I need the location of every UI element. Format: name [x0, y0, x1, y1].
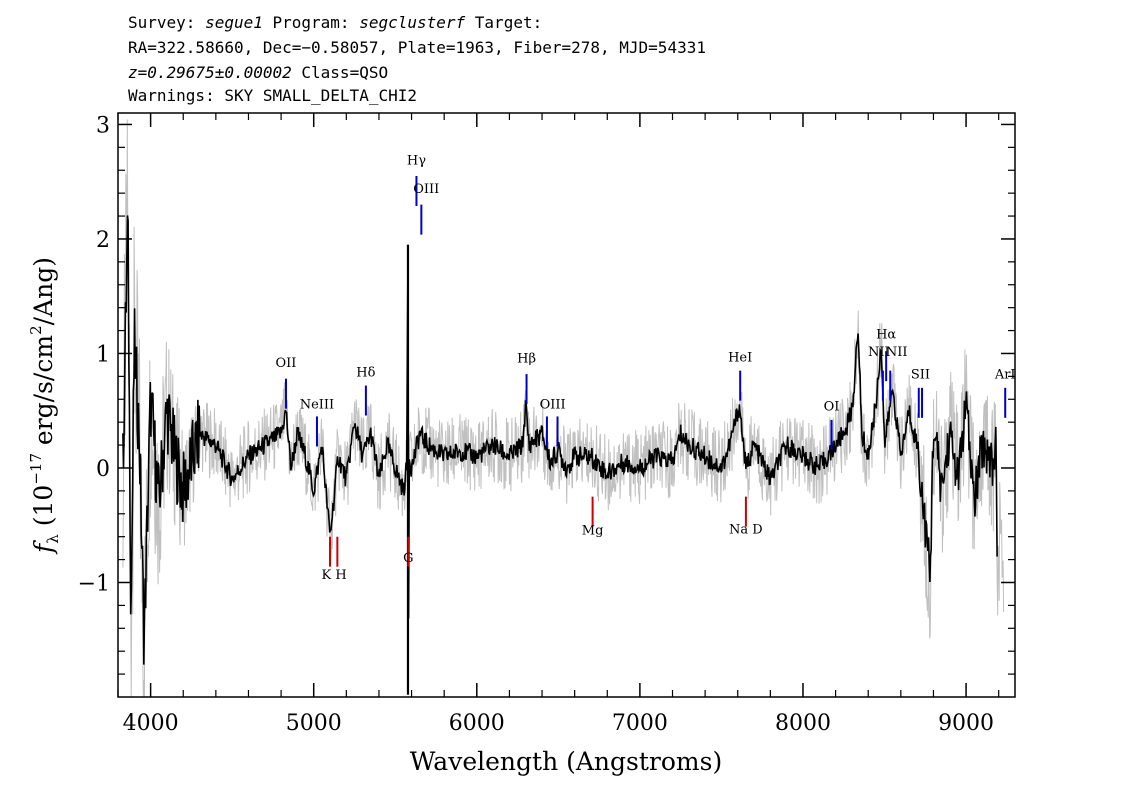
header-line-1: Survey: segue1 Program: segclusterf Targ… — [128, 13, 542, 32]
x-tick-label: 6000 — [449, 711, 505, 736]
line-label-hα: Hα — [876, 328, 896, 343]
line-label-hβ: Hβ — [517, 352, 536, 367]
line-label-g: G — [403, 551, 413, 566]
svg-text:fλ (10−17 erg/s/cm2/Ang): fλ (10−17 erg/s/cm2/Ang) — [27, 257, 62, 555]
line-label-nii-right: NII — [886, 345, 908, 360]
line-label-hγ: Hγ — [407, 154, 426, 169]
x-tick-label: 9000 — [938, 711, 994, 736]
line-label-nad: Na D — [729, 522, 763, 537]
x-tick-label: 8000 — [775, 711, 831, 736]
line-label-hδ: Hδ — [356, 365, 375, 380]
x-axis-label: Wavelength (Angstroms) — [410, 747, 722, 776]
error-band — [122, 119, 1005, 697]
x-tick-label: 4000 — [123, 711, 179, 736]
line-label-oiii-mid: OIII — [540, 397, 566, 412]
line-label-nii-left: NII — [868, 345, 890, 360]
line-label-oii: OII — [276, 356, 297, 371]
header-line-3: z=0.29675±0.00002 Class=QSO — [128, 63, 388, 82]
x-tick-label: 7000 — [612, 711, 668, 736]
error-line — [122, 119, 1005, 697]
header-line-2: RA=322.58660, Dec=−0.58057, Plate=1963, … — [128, 38, 706, 57]
y-tick-label: 3 — [96, 113, 110, 138]
line-label-kh: K H — [322, 568, 347, 583]
header-line-4: Warnings: SKY SMALL_DELTA_CHI2 — [128, 86, 417, 105]
y-tick-label: −1 — [78, 571, 110, 596]
line-label-oiii-top: OIII — [413, 182, 439, 197]
axis-ticks: 4000 5000 6000 7000 8000 9000 −1 0 1 2 3 — [78, 113, 1015, 736]
line-label-ariii: ArI — [994, 368, 1016, 383]
line-label-mg: Mg — [582, 523, 604, 538]
y-axis-label: fλ (10−17 erg/s/cm2/Ang) — [27, 257, 62, 555]
x-tick-label: 5000 — [286, 711, 342, 736]
line-label-neiii: NeIII — [300, 397, 334, 412]
line-label-hei: HeI — [728, 350, 752, 365]
y-tick-label: 2 — [96, 228, 110, 253]
y-tick-label: 1 — [96, 342, 110, 367]
line-label-oi: OI — [824, 400, 840, 415]
y-tick-label: 0 — [96, 457, 110, 482]
plot-frame — [117, 112, 1016, 698]
line-label-sii: SII — [911, 368, 930, 383]
flux-series — [122, 215, 998, 695]
flux-line — [122, 215, 998, 665]
